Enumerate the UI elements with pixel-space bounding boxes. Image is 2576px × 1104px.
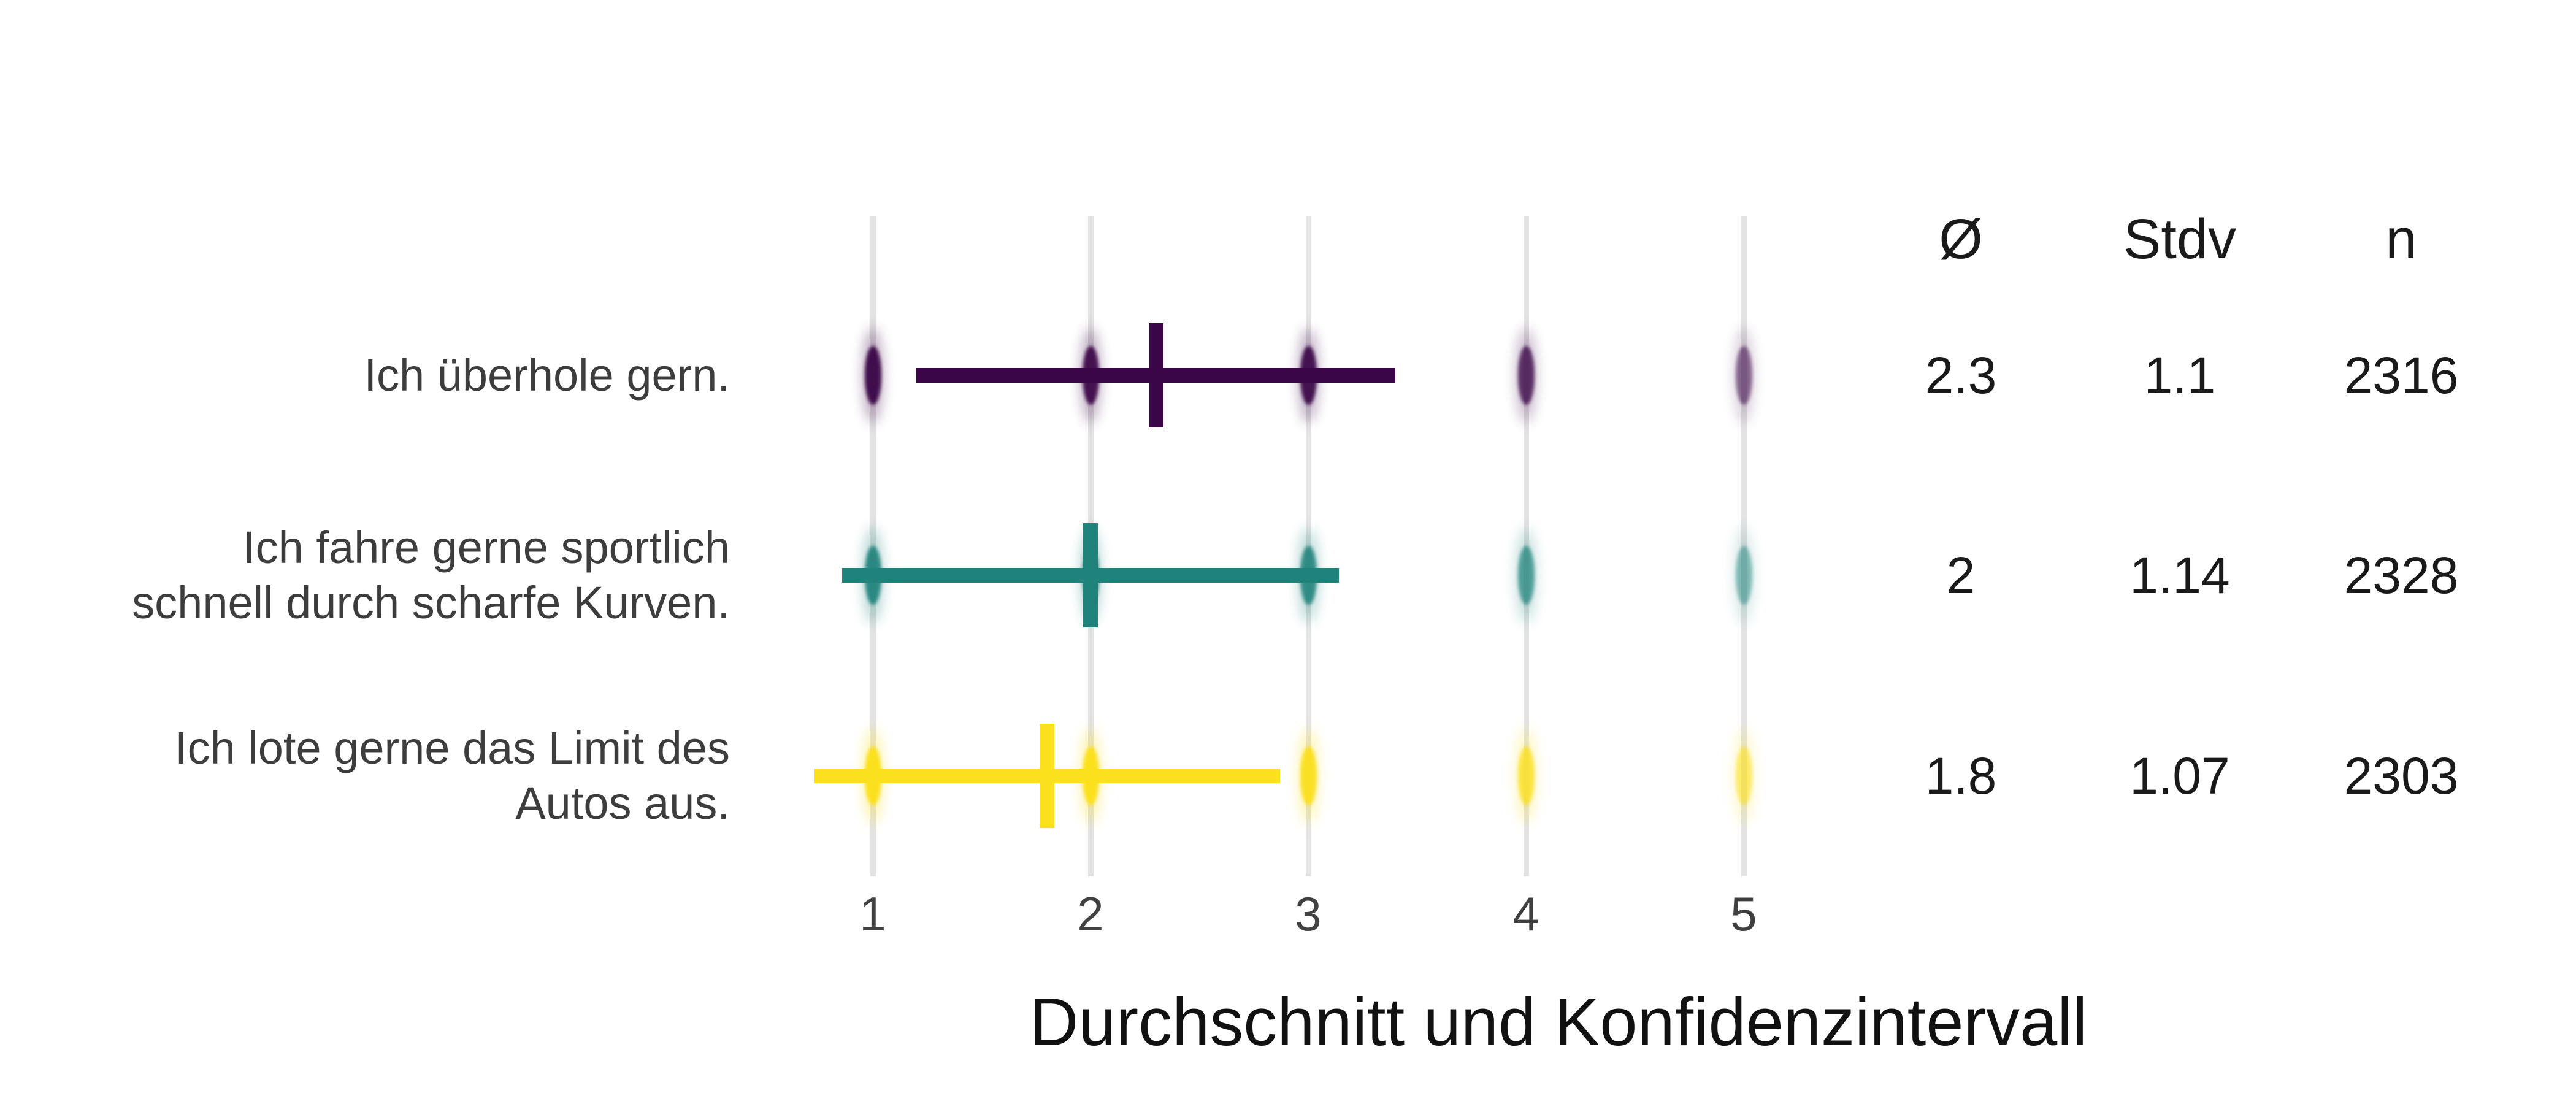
dot-cluster xyxy=(1735,746,1752,805)
mean-tick xyxy=(1083,523,1098,627)
stat-value: 2.3 xyxy=(1925,347,1997,404)
row-label-line: Ich fahre gerne sportlich xyxy=(243,522,730,573)
row-label-line: Autos aus. xyxy=(515,778,730,829)
mean-tick xyxy=(1040,724,1054,828)
dot-cluster xyxy=(1517,546,1535,605)
x-tick-label: 2 xyxy=(1077,887,1104,941)
row-label-line: Ich überhole gern. xyxy=(364,350,730,401)
row-label-line: schnell durch scharfe Kurven. xyxy=(132,577,730,628)
row-label: Ich fahre gerne sportlich schnell durch s… xyxy=(0,520,730,631)
stat-value: 1.14 xyxy=(2129,546,2230,604)
stat-value: 2316 xyxy=(2344,347,2459,404)
stat-value: 2 xyxy=(1946,546,1976,604)
stats-header-mean: Ø xyxy=(1939,208,1983,270)
row-label: Ich lote gerne das Limit des Autos aus. xyxy=(0,721,730,831)
dot-cluster xyxy=(864,346,881,405)
x-axis-title: Durchschnitt und Konfidenzintervall xyxy=(1029,984,2088,1060)
dot-cluster xyxy=(1517,746,1535,805)
stats-header-n: n xyxy=(2385,208,2417,270)
x-tick-label: 1 xyxy=(859,887,886,941)
stat-value: 2303 xyxy=(2344,747,2459,805)
stat-value: 1.8 xyxy=(1925,747,1997,805)
mean-tick xyxy=(1148,323,1163,427)
dot-cluster xyxy=(1300,746,1317,805)
stats-header-stdv: Stdv xyxy=(2123,208,2237,270)
stat-value: 1.07 xyxy=(2129,747,2230,805)
x-tick-label: 5 xyxy=(1730,887,1757,941)
stat-value: 1.1 xyxy=(2144,347,2216,404)
x-tick-label: 3 xyxy=(1295,887,1322,941)
stat-value: 2328 xyxy=(2344,546,2459,604)
dot-cluster xyxy=(1517,346,1535,405)
dot-cluster xyxy=(1735,546,1752,605)
dot-cluster xyxy=(1735,346,1752,405)
row-label: Ich überhole gern. xyxy=(0,348,730,403)
x-tick-label: 4 xyxy=(1512,887,1539,941)
row-label-line: Ich lote gerne das Limit des xyxy=(175,723,730,773)
